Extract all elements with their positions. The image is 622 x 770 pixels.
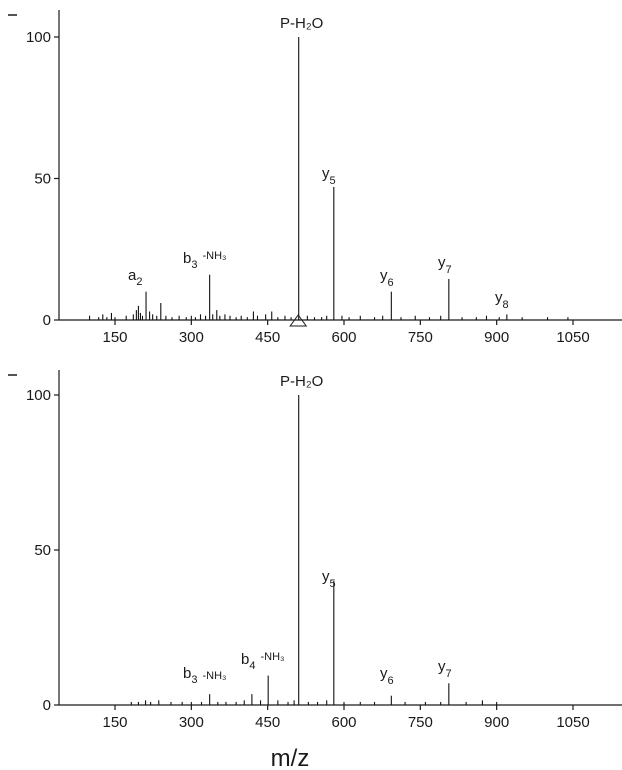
bottom-label-b3-nh3: b3 -NH₃	[183, 665, 227, 686]
bottom-x-tick-label: 300	[179, 714, 204, 731]
top-label-y7: y7	[438, 254, 452, 276]
bottom-axes	[8, 370, 622, 706]
top-y-tick-label: 100	[26, 29, 51, 46]
top-y-tick-label: 50	[34, 171, 51, 188]
top-y-tick-label: 0	[43, 312, 51, 329]
bottom-label-p-h2o: P-H₂O	[280, 373, 323, 390]
top-axes	[8, 10, 622, 321]
top-x-tick-label: 300	[179, 329, 204, 346]
top-x-tick-label: 900	[484, 329, 509, 346]
top-label-y5: y5	[322, 165, 336, 187]
top-x-tick-label: 150	[102, 329, 127, 346]
bottom-x-tick-label: 600	[331, 714, 356, 731]
top-label-p-h2o: P-H₂O	[280, 15, 323, 32]
bottom-x-tick-label: 900	[484, 714, 509, 731]
bottom-y-tick-label: 50	[34, 542, 51, 559]
top-x-tick-label: 1050	[556, 329, 589, 346]
bottom-annotations: b3 -NH₃ b4-NH₃ P-H₂O y5 y6 y7	[183, 373, 452, 687]
top-spectrum-panel: 0 50 100 150 300 450 600 750 900 1050 a2 b3-NH₃ P…	[8, 10, 622, 346]
bottom-label-y7: y7	[438, 658, 452, 680]
bottom-label-y5: y5	[322, 568, 336, 590]
bottom-spectrum-panel: 0 50 100 150 300 450 600 750 900 1050 b3 -NH₃ b4-N…	[8, 370, 622, 731]
top-precursor-triangle-icon	[289, 314, 308, 327]
top-annotations: a2 b3-NH₃ P-H₂O y5 y6 y7 y8	[128, 15, 509, 311]
bottom-x-tick-label: 750	[408, 714, 433, 731]
top-peaks	[89, 37, 569, 327]
bottom-label-b4-nh3: b4-NH₃	[241, 651, 285, 672]
bottom-label-y6: y6	[380, 665, 394, 687]
bottom-x-tick-label: 450	[255, 714, 280, 731]
bottom-x-tick-label: 1050	[556, 714, 589, 731]
top-label-a2: a2	[128, 267, 142, 288]
bottom-y-tick-label: 100	[26, 387, 51, 404]
top-label-y8: y8	[495, 289, 509, 311]
bottom-y-tick-label: 0	[43, 697, 51, 714]
bottom-x-tick-label: 150	[102, 714, 127, 731]
top-ticks: 0 50 100 150 300 450 600 750 900 1050	[26, 29, 590, 346]
top-x-tick-label: 750	[408, 329, 433, 346]
top-label-b3-nh3: b3-NH₃	[183, 250, 227, 271]
top-x-tick-label: 600	[331, 329, 356, 346]
bottom-peaks	[130, 395, 498, 705]
bottom-ticks: 0 50 100 150 300 450 600 750 900 1050	[26, 387, 590, 731]
top-x-tick-label: 450	[255, 329, 280, 346]
x-axis-label: m/z	[271, 745, 310, 770]
top-label-y6: y6	[380, 267, 394, 289]
